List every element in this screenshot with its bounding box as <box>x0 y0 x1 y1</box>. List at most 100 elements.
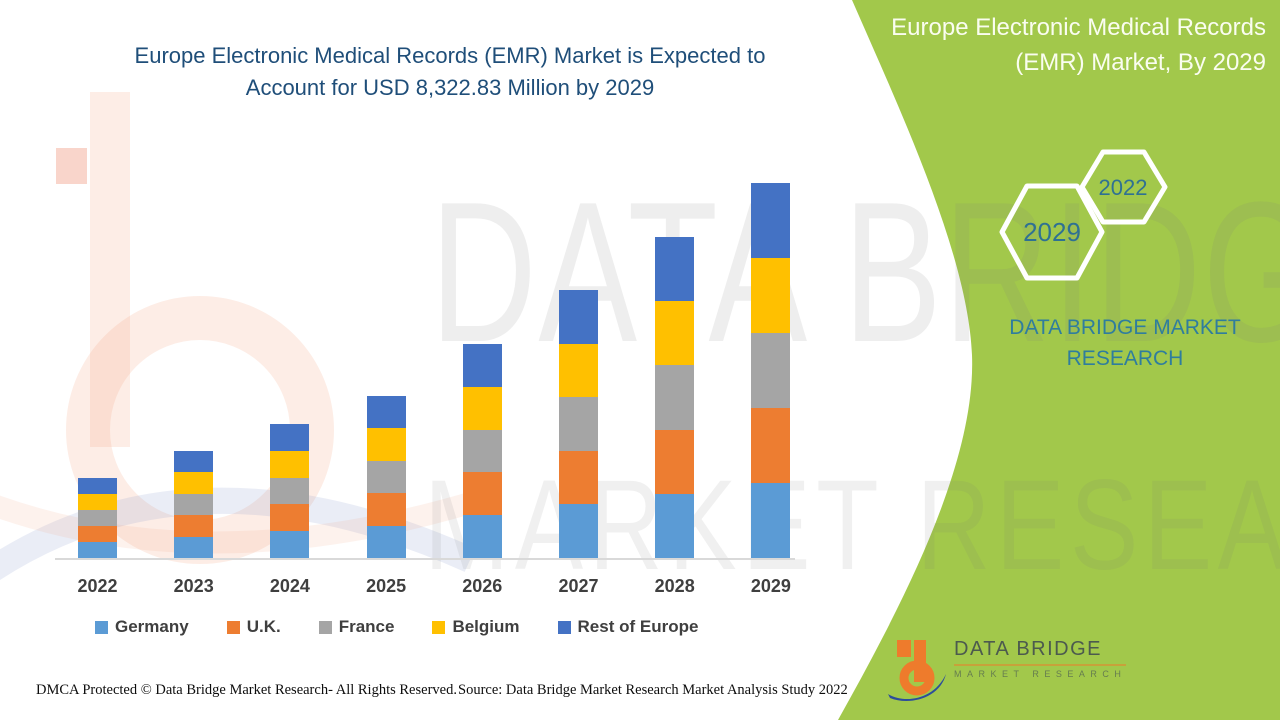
chart-title-line1: Europe Electronic Medical Records (EMR) … <box>134 43 766 68</box>
bar-segment-france <box>366 460 406 494</box>
bar-2029 <box>751 183 791 558</box>
bar-segment-u-k <box>78 525 117 542</box>
bar-segment-belgium <box>751 258 791 333</box>
bar-segment-u-k <box>559 450 598 505</box>
footer-source: Source: Data Bridge Market Research Mark… <box>458 682 848 698</box>
bar-2026 <box>462 343 502 558</box>
bar-segment-u-k <box>366 493 406 526</box>
brand-text-line2: RESEARCH <box>1066 347 1184 370</box>
hexagon-large-year: 2029 <box>1023 217 1081 247</box>
bar-2027 <box>559 289 598 558</box>
bar-segment-rest-of-europe <box>655 236 695 302</box>
bar-segment-rest-of-europe <box>366 396 406 429</box>
legend-label-germany: Germany <box>115 617 189 636</box>
x-label-2025: 2025 <box>366 576 407 596</box>
legend-label-france: France <box>338 617 395 636</box>
logo-text-block: DATA BRIDGE MARKET RESEARCH <box>954 638 1127 679</box>
legend-swatch-rest-of-europe <box>557 620 571 634</box>
bar-2028 <box>655 236 695 558</box>
bar-segment-france <box>462 429 502 473</box>
bar-segment-belgium <box>655 301 695 366</box>
hexagon-small <box>1079 149 1168 225</box>
bar-segment-germany <box>559 504 598 558</box>
bar-segment-france <box>559 397 598 451</box>
bar-segment-u-k <box>751 408 791 483</box>
bar-segment-u-k <box>174 515 214 537</box>
bar-segment-germany <box>270 531 310 558</box>
chart-title: Europe Electronic Medical Records (EMR) … <box>90 40 810 104</box>
legend-swatch-france <box>318 620 332 634</box>
panel-title-line2: (EMR) Market, By 2029 <box>1015 49 1266 76</box>
legend-item-france: France <box>318 617 395 637</box>
logo-square <box>897 640 911 657</box>
hexagon-group: 2029 2022 <box>999 149 1168 281</box>
logo-bowl <box>899 660 935 696</box>
legend-item-belgium: Belgium <box>432 617 520 637</box>
logo-swoosh <box>888 674 946 701</box>
legend-swatch-u-k <box>226 620 240 634</box>
bar-segment-belgium <box>270 450 310 478</box>
bar-segment-germany <box>655 493 695 558</box>
bar-2022 <box>78 478 117 558</box>
logo-subtext: MARKET RESEARCH <box>954 669 1127 679</box>
bar-segment-rest-of-europe <box>462 343 502 387</box>
bar-2024 <box>270 423 310 558</box>
legend-swatch-belgium <box>432 620 446 634</box>
x-label-2022: 2022 <box>77 576 118 596</box>
bar-segment-belgium <box>462 386 502 430</box>
bar-segment-u-k <box>270 504 310 532</box>
x-label-2029: 2029 <box>750 576 791 596</box>
bar-segment-belgium <box>78 494 117 510</box>
legend-label-rest-of-europe: Rest of Europe <box>577 617 699 636</box>
bar-segment-u-k <box>655 429 695 494</box>
legend-item-u-k: U.K. <box>226 617 281 637</box>
panel-title-line1: Europe Electronic Medical Records <box>891 14 1266 41</box>
bar-segment-rest-of-europe <box>174 450 214 473</box>
bar-segment-rest-of-europe <box>751 183 791 258</box>
bar-2023 <box>174 450 214 558</box>
bar-segment-france <box>655 365 695 430</box>
panel-title: Europe Electronic Medical Records (EMR) … <box>880 10 1266 80</box>
x-label-2023: 2023 <box>173 576 214 596</box>
bar-segment-rest-of-europe <box>78 478 117 494</box>
hexagon-large <box>999 183 1105 281</box>
bar-segment-france <box>751 333 791 408</box>
bar-segment-rest-of-europe <box>270 423 310 451</box>
x-label-2028: 2028 <box>654 576 695 596</box>
bar-segment-france <box>78 509 117 526</box>
x-label-2026: 2026 <box>462 576 503 596</box>
brand-text: DATA BRIDGE MARKET RESEARCH <box>985 312 1265 374</box>
x-label-2027: 2027 <box>558 576 599 596</box>
legend: Germany U.K. France Belgium Rest of Europe <box>95 617 698 637</box>
bar-segment-france <box>174 493 214 516</box>
legend-label-u-k: U.K. <box>246 617 281 636</box>
bar-segment-germany <box>78 541 117 558</box>
bar-segment-germany <box>462 515 502 558</box>
legend-swatch-germany <box>95 620 108 634</box>
bar-segment-france <box>270 477 310 505</box>
x-label-2024: 2024 <box>269 576 310 596</box>
databridge-logo-icon <box>888 640 946 701</box>
legend-label-belgium: Belgium <box>452 617 520 636</box>
legend-item-germany: Germany <box>95 617 189 637</box>
bar-segment-germany <box>174 536 214 558</box>
x-axis-line <box>55 558 795 560</box>
green-panel-shape <box>838 0 1280 720</box>
chart-title-line2: Account for USD 8,322.83 Million by 2029 <box>245 75 655 100</box>
brand-text-line1: DATA BRIDGE MARKET <box>1009 316 1241 339</box>
bar-segment-rest-of-europe <box>559 289 598 344</box>
bar-segment-u-k <box>462 472 502 516</box>
databridge-logo: DATA BRIDGE MARKET RESEARCH <box>888 630 1127 702</box>
legend-item-rest-of-europe: Rest of Europe <box>557 617 699 637</box>
bar-segment-germany <box>751 483 791 558</box>
hexagon-small-year: 2022 <box>1099 175 1148 200</box>
bar-2025 <box>366 396 406 558</box>
bar-segment-belgium <box>366 428 406 461</box>
bar-segment-belgium <box>174 472 214 494</box>
logo-name: DATA BRIDGE <box>954 638 1127 666</box>
bar-segment-belgium <box>559 343 598 398</box>
footer-dmca: DMCA Protected © Data Bridge Market Rese… <box>36 682 457 698</box>
bar-segment-germany <box>366 525 406 558</box>
